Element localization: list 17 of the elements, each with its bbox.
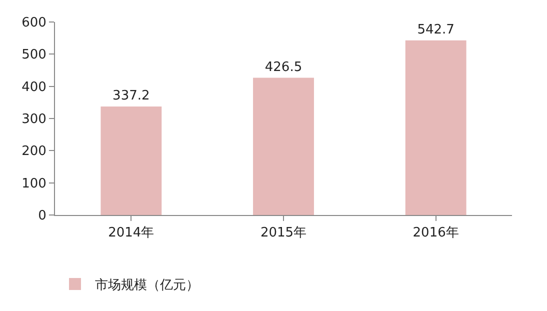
y-tick-label: 600: [22, 16, 46, 31]
y-tick-label: 500: [22, 48, 46, 63]
bar: [100, 106, 162, 215]
data-label: 542.7: [417, 22, 454, 38]
y-tick-label: 0: [38, 208, 46, 224]
y-tick-label: 400: [22, 80, 46, 95]
data-label: 426.5: [264, 60, 302, 75]
y-tick-label: 300: [22, 112, 46, 128]
bar: [253, 78, 314, 215]
y-tick-label: 200: [22, 144, 46, 160]
legend-label: 市场规模（亿元）: [95, 278, 199, 294]
x-tick-label: 2016年: [412, 226, 459, 241]
y-tick-label: 100: [22, 176, 46, 192]
x-tick-label: 2015年: [260, 226, 307, 241]
bar: [405, 40, 466, 215]
data-label: 337.2: [112, 88, 150, 104]
x-tick-label: 2014年: [108, 226, 154, 241]
